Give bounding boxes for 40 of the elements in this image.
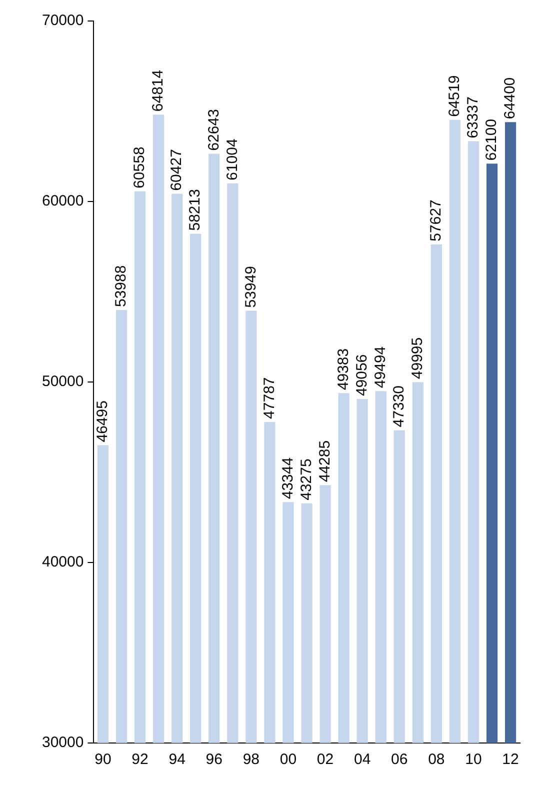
data-label: 58213 bbox=[186, 189, 204, 231]
y-tick-label: 60000 bbox=[42, 192, 84, 210]
x-tick-label: 02 bbox=[316, 751, 334, 768]
data-label: 47330 bbox=[390, 385, 408, 428]
x-tick-label: 94 bbox=[168, 751, 186, 768]
x-tick-label: 12 bbox=[502, 751, 519, 768]
data-label: 53949 bbox=[242, 266, 260, 308]
x-tick-label: 98 bbox=[242, 751, 260, 768]
y-tick-label: 70000 bbox=[42, 12, 84, 30]
data-label: 49056 bbox=[353, 354, 370, 396]
data-label: 60558 bbox=[131, 146, 148, 188]
data-label: 43275 bbox=[298, 458, 315, 500]
data-label: 49494 bbox=[372, 346, 389, 388]
x-tick-label: 06 bbox=[391, 751, 408, 768]
data-label: 44285 bbox=[316, 440, 334, 482]
x-tick-label: 00 bbox=[280, 751, 297, 768]
x-tick-label: 96 bbox=[206, 751, 222, 768]
data-label: 63337 bbox=[464, 96, 482, 138]
data-label: 62643 bbox=[205, 109, 222, 151]
y-tick-label: 30000 bbox=[42, 734, 84, 752]
x-tick-label: 10 bbox=[465, 751, 482, 768]
data-label: 49995 bbox=[409, 337, 426, 380]
data-label: 64400 bbox=[502, 77, 519, 120]
data-label: 47787 bbox=[260, 377, 278, 419]
x-tick-label: 08 bbox=[428, 751, 445, 768]
data-label: 61004 bbox=[224, 138, 241, 180]
data-label: 60427 bbox=[168, 149, 186, 191]
y-tick-label: 50000 bbox=[42, 373, 84, 390]
data-label: 53988 bbox=[112, 265, 130, 308]
data-label: 43344 bbox=[279, 457, 296, 500]
data-label: 64814 bbox=[150, 70, 167, 112]
data-label: 64519 bbox=[446, 75, 464, 117]
x-tick-label: 04 bbox=[354, 751, 371, 768]
data-label: 46495 bbox=[94, 400, 112, 442]
y-tick-label: 40000 bbox=[42, 554, 84, 571]
x-tick-label: 92 bbox=[132, 751, 148, 768]
data-label: 49383 bbox=[334, 348, 352, 390]
data-label: 62100 bbox=[483, 118, 500, 161]
x-tick-label: 90 bbox=[94, 751, 112, 768]
data-label: 57627 bbox=[428, 200, 445, 242]
